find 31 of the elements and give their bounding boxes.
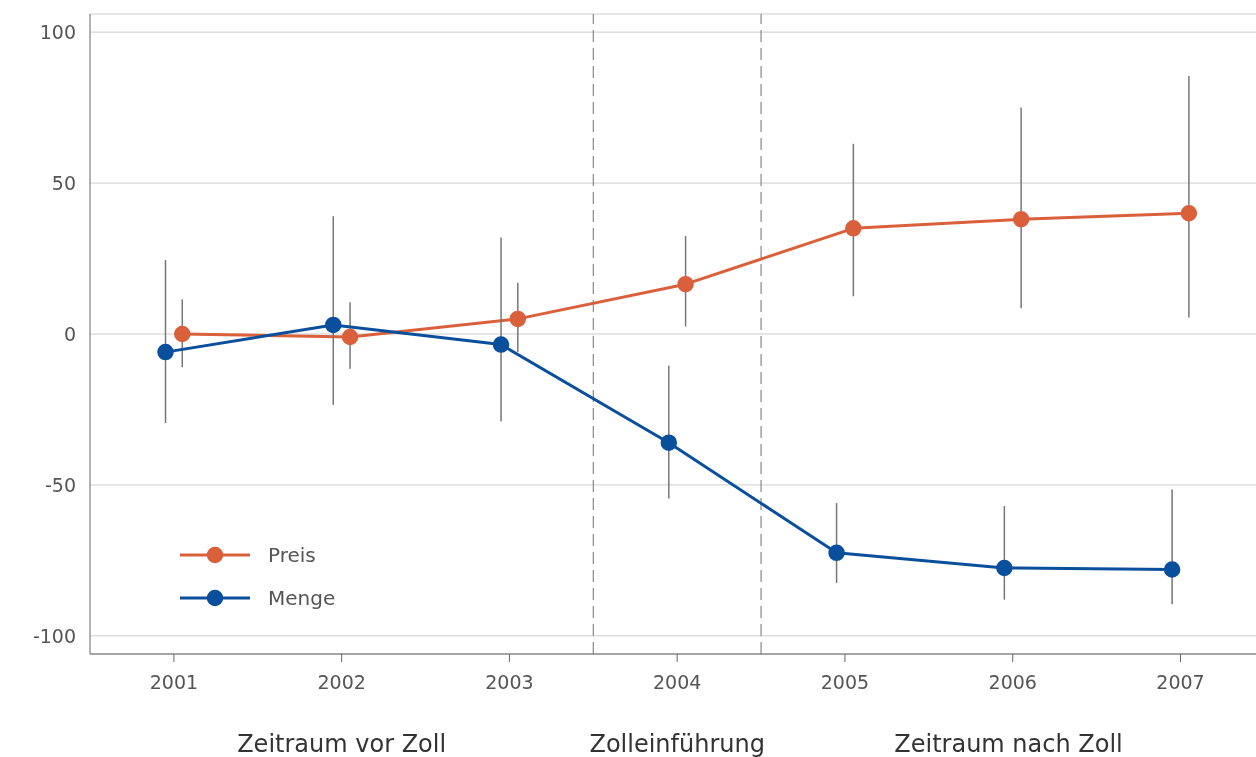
- point: [492, 336, 510, 353]
- point: [174, 325, 191, 343]
- x-tick-label: 2001: [149, 671, 199, 694]
- text: Zeitraum nach Zoll: [894, 730, 1123, 757]
- x-tick-label: 2003: [485, 671, 534, 694]
- point: [509, 310, 527, 328]
- point: [1163, 561, 1181, 578]
- y-tick-label: -100: [32, 624, 76, 647]
- x-tick-label: 2002: [317, 671, 366, 694]
- y-tick-label: 50: [51, 171, 76, 194]
- point: [996, 559, 1013, 577]
- legend-label: Preis: [268, 542, 316, 567]
- point: [677, 275, 694, 293]
- y-tick-label: 100: [39, 20, 76, 43]
- point: [157, 343, 174, 361]
- point: [828, 544, 845, 562]
- point: [325, 316, 342, 334]
- x-tick-label: 2007: [1156, 671, 1205, 694]
- text: Zeitraum vor Zoll: [237, 730, 447, 757]
- y-tick-label: 0: [63, 322, 76, 345]
- point: [1012, 211, 1030, 228]
- y-tick-label: -50: [44, 473, 76, 496]
- point: [660, 434, 678, 451]
- point: [1180, 205, 1198, 222]
- legend-label: Menge: [268, 585, 336, 610]
- x-tick-label: 2005: [820, 671, 870, 694]
- x-tick-label: 2004: [653, 671, 702, 694]
- x-tick-label: 2006: [988, 671, 1037, 694]
- text: Zolleinführung: [589, 730, 765, 757]
- point: [845, 220, 862, 237]
- point: [341, 328, 359, 346]
